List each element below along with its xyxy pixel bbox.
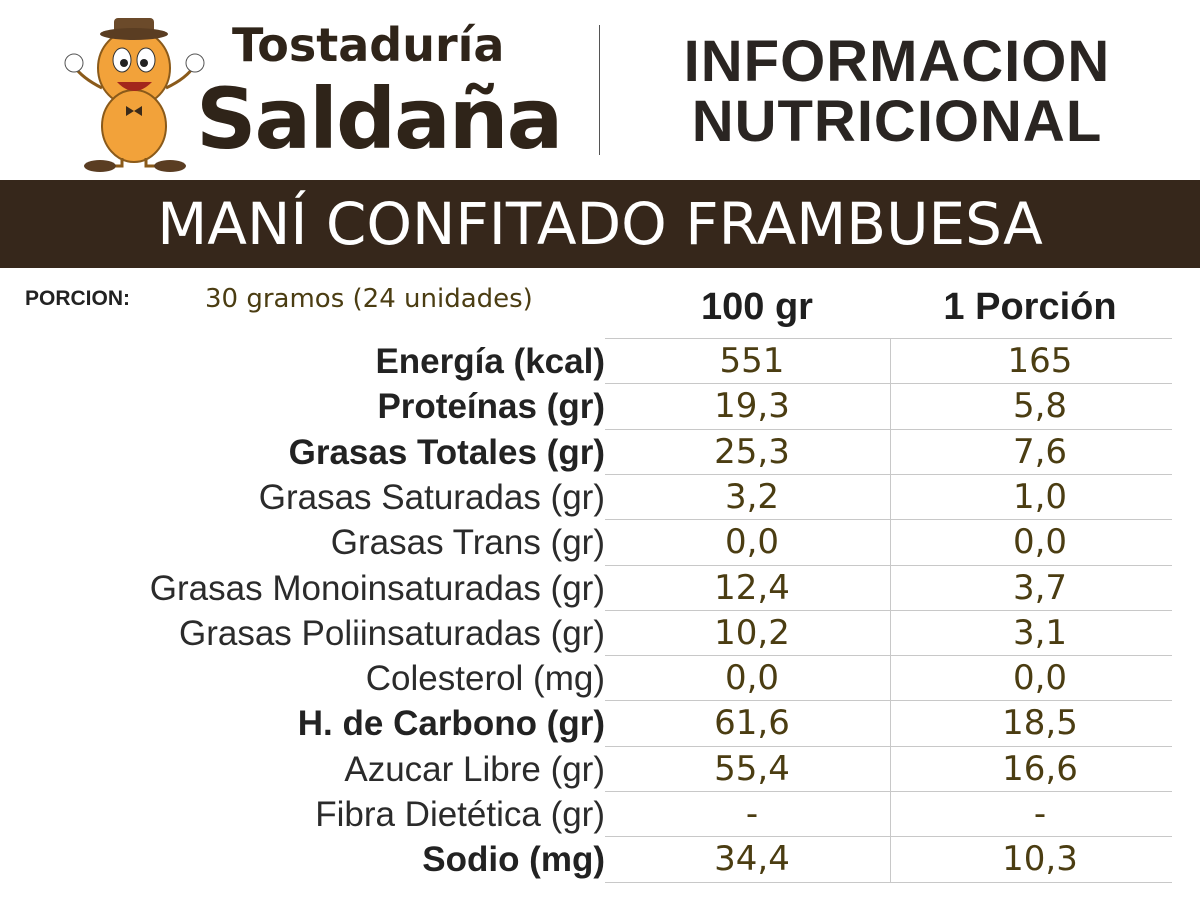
row-line [605, 473, 1172, 475]
nutrient-value: 551 [719, 341, 785, 381]
product-band [0, 180, 1200, 268]
nutrient-label: Proteínas (gr) [377, 387, 605, 427]
row-line [605, 700, 1172, 702]
brand-bottom: Saldaña [196, 70, 563, 168]
nutrient-value: 10,2 [714, 612, 790, 653]
nutrient-label: Grasas Totales (gr) [288, 432, 605, 472]
title-line: NUTRICIONAL [691, 89, 1103, 154]
nutrient-label: Grasas Saturadas (gr) [258, 477, 605, 517]
brand-top: Tostaduría [232, 18, 505, 72]
row-line [605, 791, 1172, 792]
nutrient-value: 61,6 [714, 703, 790, 744]
portion-label: PORCION: [25, 287, 130, 310]
nutrient-label: Grasas Poliinsaturadas (gr) [179, 613, 605, 653]
row-line [605, 383, 1172, 385]
row-line [605, 609, 1172, 611]
nutrient-label: Sodio (mg) [422, 840, 605, 880]
portion-value: 30 gramos (24 unidades) [205, 284, 533, 314]
row-line [605, 338, 1172, 339]
nutrient-value: 34,4 [714, 839, 790, 880]
nutrient-label: Grasas Monoinsaturadas (gr) [149, 568, 605, 608]
row-line [605, 428, 1172, 430]
nutrient-value: 0,0 [724, 522, 780, 563]
nutrient-value: 16,6 [1002, 748, 1078, 789]
nutrient-value: 25,3 [714, 431, 790, 472]
nutrient-value: 5,8 [1012, 386, 1068, 427]
nutrient-value: 19,3 [714, 386, 790, 427]
nutrient-value: 3,2 [724, 476, 780, 517]
nutrient-label: Fibra Dietética (gr) [315, 795, 605, 834]
nutrient-value: 0,0 [1012, 522, 1068, 563]
nutrient-value: - [1033, 794, 1047, 834]
nutrient-value: 12,4 [714, 567, 790, 608]
nutrient-value: 10,3 [1002, 839, 1078, 880]
row-line [605, 519, 1172, 521]
title-line: INFORMACION [683, 29, 1111, 94]
column-header: 100 gr [701, 286, 813, 328]
nutrient-value: 3,7 [1012, 567, 1068, 608]
nutrient-value: 0,0 [724, 658, 780, 699]
column-header: 1 Porción [943, 286, 1117, 328]
row-line [605, 881, 1172, 883]
nutrient-value: 55,4 [714, 748, 790, 789]
nutrient-value: 0,0 [1012, 658, 1068, 699]
product-name: MANÍ CONFITADO FRAMBUESA [157, 190, 1043, 258]
nutrient-value: 3,1 [1012, 612, 1068, 653]
divider [599, 25, 600, 155]
nutrient-value: 1,0 [1012, 476, 1068, 517]
row-line [605, 564, 1172, 566]
nutrient-label: Azucar Libre (gr) [344, 749, 605, 789]
nutrient-label: H. de Carbono (gr) [297, 704, 605, 744]
nutrient-value: 7,6 [1012, 431, 1068, 472]
nutrient-value: - [745, 794, 759, 834]
nutrient-value: 165 [1007, 341, 1073, 381]
nutrient-label: Colesterol (mg) [365, 659, 605, 699]
row-line [605, 745, 1172, 747]
nutrient-label: Energía (kcal) [375, 342, 605, 381]
row-line [605, 655, 1172, 657]
nutrient-label: Grasas Trans (gr) [330, 523, 605, 563]
nutrient-value: 18,5 [1002, 703, 1078, 744]
row-line [605, 836, 1172, 838]
mascot-logo [64, 18, 205, 172]
